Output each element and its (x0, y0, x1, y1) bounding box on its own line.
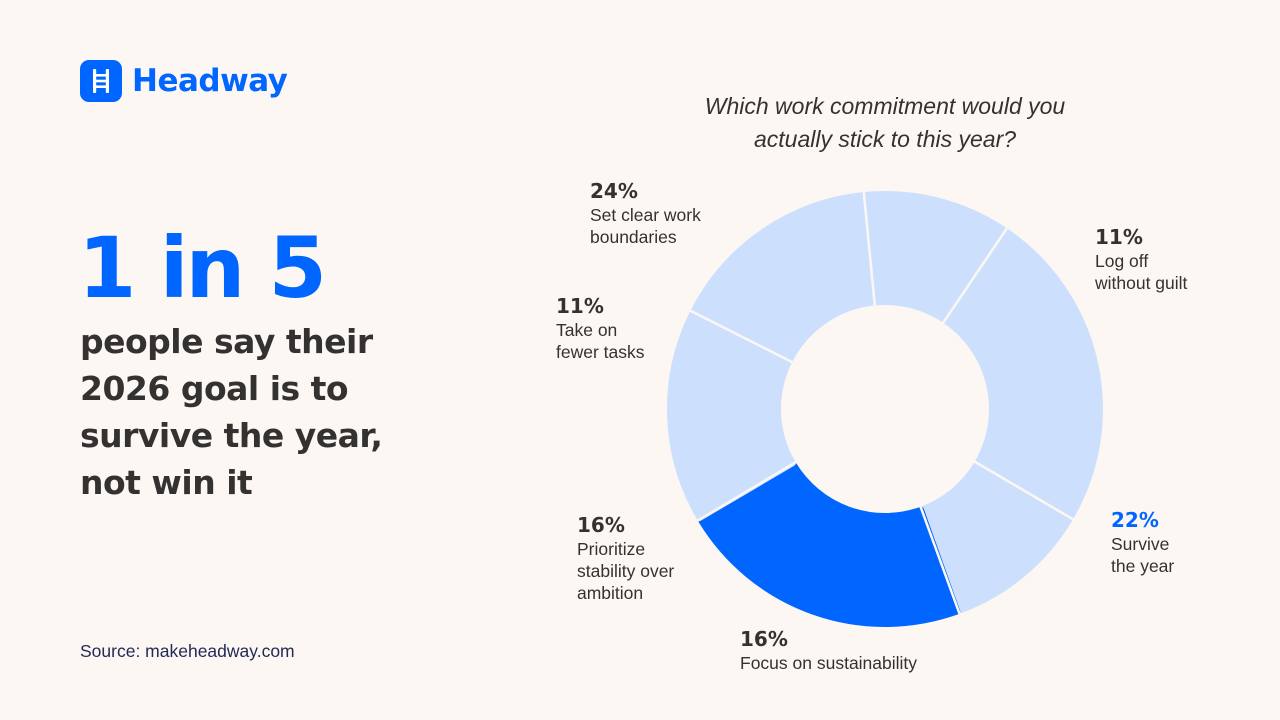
donut-segment-survive-the-year (698, 461, 961, 627)
label-log-off: 11% Log off without guilt (1095, 224, 1187, 294)
segment-divider (862, 188, 877, 309)
segment-divider (971, 459, 1077, 522)
label-percent: 16% (577, 513, 625, 537)
headline-stat: 1 in 5 (78, 219, 327, 317)
label-text: stability over (577, 561, 675, 581)
label-percent: 11% (1095, 225, 1143, 249)
label-set-boundaries: 24% Set clear work boundaries (590, 178, 701, 248)
label-prioritize-stability: 16% Prioritize stability over ambition (577, 512, 674, 604)
segment-divider (940, 225, 1010, 326)
brand-logo: Headway (80, 60, 288, 102)
donut-segment-prioritize-stability-over-ambition (690, 192, 877, 364)
label-text: Set clear work (590, 205, 701, 225)
label-text: Prioritize (577, 539, 646, 559)
ladder-icon (80, 60, 122, 102)
headline-description: people say their 2026 goal is to survive… (80, 322, 383, 502)
label-percent: 24% (590, 179, 638, 203)
label-fewer-tasks: 11% Take on fewer tasks (556, 293, 645, 363)
chart-title: Which work commitment would you actually… (704, 93, 1066, 152)
donut-segment-set-clear-work-boundaries (942, 228, 1103, 520)
label-text: Log off (1095, 251, 1149, 271)
label-percent: 11% (556, 294, 604, 318)
segment-divider (687, 308, 796, 365)
segment-divider (694, 459, 799, 524)
label-text: the year (1111, 556, 1175, 576)
label-text: fewer tasks (556, 342, 645, 362)
label-text: Take on (556, 320, 618, 340)
brand-name: Headway (132, 63, 288, 99)
label-text: without guilt (1095, 273, 1188, 293)
label-percent: 16% (740, 627, 788, 651)
label-focus-sustainability: 16% Focus on sustainability (740, 626, 917, 674)
donut-segment-focus-on-sustainability (667, 310, 796, 521)
label-text: Focus on sustainability (740, 653, 918, 673)
source-link[interactable]: Source: makeheadway.com (80, 641, 295, 661)
segment-divider (918, 503, 962, 618)
label-text: Survive (1111, 534, 1170, 554)
label-survive-year: 22% Survive the year (1111, 507, 1174, 577)
label-percent: 22% (1111, 508, 1159, 532)
label-text: ambition (577, 583, 644, 603)
donut-segment-take-on-fewer-tasks (862, 191, 1008, 323)
label-text: boundaries (590, 227, 677, 247)
